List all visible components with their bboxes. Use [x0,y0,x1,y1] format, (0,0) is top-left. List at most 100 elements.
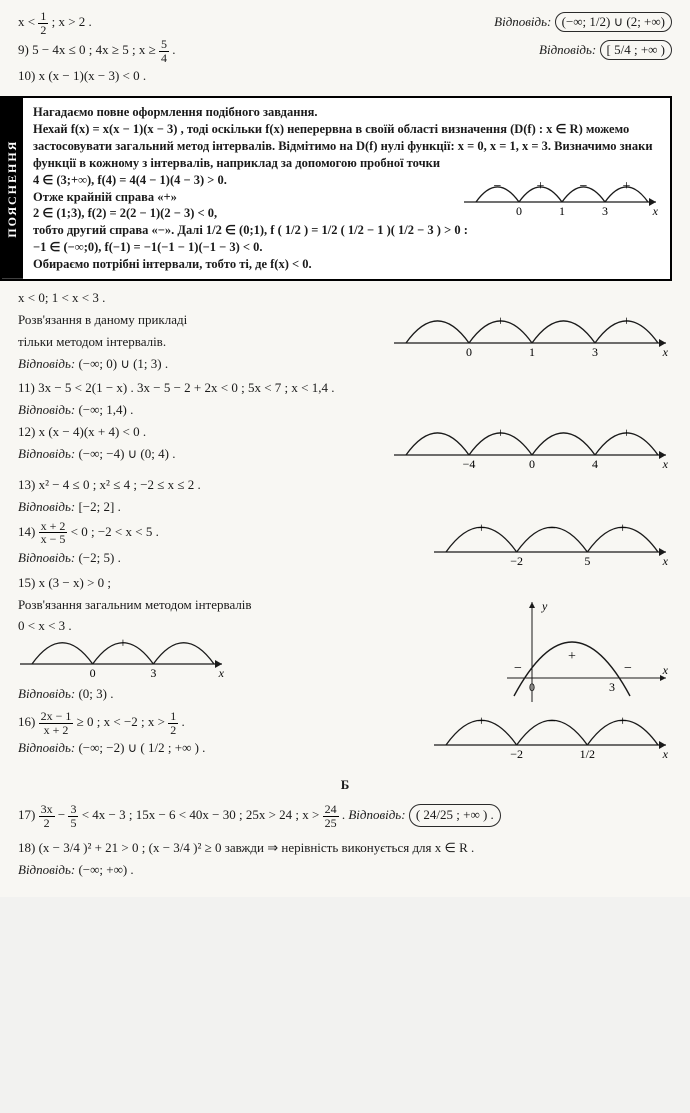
svg-text:1: 1 [529,345,535,359]
txt: < 0 ; −2 < x < 5 . [71,524,159,539]
answer-value: [−2; 2] . [78,499,120,514]
result-10: x < 0; 1 < x < 3 . [18,289,672,308]
problem-18: 18) (x − 3/4 )² + 21 > 0 ; (x − 3/4 )² ≥… [18,839,672,858]
svg-text:3: 3 [150,666,156,680]
page: x < 12 ; x > 2 . Відповідь: (−∞; 1/2) ∪ … [0,0,690,897]
frac-half: 12 [168,710,178,736]
result-15: 0 < x < 3 . [18,618,72,633]
problem-17: 17) 3x2 − 35 < 4x − 3 ; 15x − 6 < 40x − … [18,803,672,829]
svg-text:−: − [494,179,502,194]
frac-17-1: 3x2 [39,803,55,829]
answer-18: Відповідь: (−∞; +∞) . [18,861,672,880]
line-top-1: x < 12 ; x > 2 . Відповідь: (−∞; 1/2) ∪ … [18,10,672,36]
txt: . [172,42,175,57]
section-b-heading: Б [18,777,672,793]
svg-text:x: x [662,554,669,568]
explain-block: ПОЯСНЕННЯ Нагадаємо повне оформлення под… [0,96,672,281]
problem-9: 9) 5 − 4x ≤ 0 ; 4x ≥ 5 ; x ≥ 54 . [18,38,176,64]
svg-text:3: 3 [609,680,615,694]
frac-14: x + 2x − 5 [39,520,68,546]
txt: ≥ 0 ; x < −2 ; x > [77,714,169,729]
frac-16: 2x − 1x + 2 [39,710,74,736]
svg-text:3: 3 [602,204,608,218]
answer-label: Відповідь: [18,356,75,371]
svg-text:+: + [537,179,545,194]
svg-text:x: x [662,747,669,761]
svg-text:+: + [619,715,627,730]
svg-text:3: 3 [592,345,598,359]
explain-tab: ПОЯСНЕННЯ [2,98,23,279]
answer-label: Відповідь: [18,499,75,514]
txt: f(x) = x(x − 1)(x − 3) [71,122,178,136]
num: 5 [159,38,169,52]
svg-text:5: 5 [584,554,590,568]
svg-text:−: − [580,179,588,194]
den: 2 [168,724,178,737]
svg-text:+: + [568,649,576,664]
svg-text:y: y [541,599,548,613]
svg-text:1: 1 [559,204,565,218]
txt: ∈ (0;1), f [225,223,274,237]
svg-text:+: + [623,427,631,442]
parabola-15: −+−03xy [502,596,672,706]
txt: Нехай [33,122,71,136]
problem-13: 13) x² − 4 ≤ 0 ; x² ≤ 4 ; −2 ≤ x ≤ 2 . [18,476,672,495]
answer-value: [ 5/4 ; +∞ ) [600,40,672,60]
txt: 1/2 [206,223,222,237]
txt: 9) 5 − 4x ≤ 0 ; 4x ≥ 5 ; x ≥ [18,42,159,57]
answer-value: (−∞; 0) ∪ (1; 3) . [78,356,168,371]
svg-text:−: − [180,637,188,652]
den: 2 [39,817,55,830]
txt: ; x > 2 . [52,14,92,29]
svg-text:−: − [624,661,632,676]
num: 1 [38,10,48,24]
svg-text:+: + [623,179,631,194]
sign-chart-10: −+−+013x [392,311,672,361]
svg-text:0: 0 [90,666,96,680]
num: 1 [168,710,178,724]
svg-text:−: − [560,427,568,442]
answer-label: Відповідь: [18,862,75,877]
answer-11: Відповідь: (−∞; 1,4) . [18,401,672,420]
explain-body: Нагадаємо повне оформлення подібного зав… [23,98,670,279]
svg-text:0: 0 [529,680,535,694]
txt: ( 1/2 ) = 1/2 ( 1/2 − 1 )( 1/2 − 3 ) [278,223,441,237]
answer-label: Відповідь: [18,402,75,417]
num: x + 2 [39,520,68,534]
answer-value: (−∞; −4) ∪ (0; 4) . [78,446,175,461]
txt: тобто другий справа «−». Далі [33,223,206,237]
svg-text:−: − [548,521,556,536]
svg-text:x: x [218,666,225,680]
txt: , тоді оскільки f(x) неперервна в своїй … [181,122,511,136]
answer-label: Відповідь: [348,807,405,822]
explain-line: Обираємо потрібні інтервали, тобто ті, д… [33,256,662,273]
frac-5-4: 54 [159,38,169,64]
txt: (x − 3/4 )² + 21 > 0 ; (x − 3/4 )² ≥ 0 з… [39,840,475,855]
answer-top-1: Відповідь: (−∞; 1/2) ∪ (2; +∞) [494,12,672,32]
problem-11: 11) 3x − 5 < 2(1 − x) . 3x − 5 − 2 + 2x … [18,379,672,398]
frac-17-3: 2425 [323,803,339,829]
svg-text:+: + [477,521,485,536]
line-9: 9) 5 − 4x ≤ 0 ; 4x ≥ 5 ; x ≥ 54 . Відпов… [18,38,672,64]
num: 2x − 1 [39,710,74,724]
svg-text:+: + [623,314,631,329]
txt: 14) [18,524,39,539]
den: 2 [38,24,48,37]
problem-10: 10) x (x − 1)(x − 3) < 0 . [18,67,672,86]
txt: 17) [18,807,39,822]
txt: > 0 : [444,223,468,237]
answer-value: (−∞; 1,4) . [78,402,133,417]
answer-label: Відповідь: [18,740,75,755]
svg-text:x: x [662,457,669,471]
den: x + 2 [39,724,74,737]
answer-value: (−∞; +∞) . [78,862,133,877]
answer-label: Відповідь: [18,550,75,565]
svg-text:4: 4 [592,457,598,471]
problem-15: 15) x (3 − x) > 0 ; [18,574,672,593]
answer-label: Відповідь: [18,686,75,701]
answer-value: (0; 3) . [78,686,113,701]
svg-text:−: − [58,637,66,652]
svg-text:+: + [619,521,627,536]
num: 3x [39,803,55,817]
expr-top-1: x < 12 ; x > 2 . [18,10,92,36]
